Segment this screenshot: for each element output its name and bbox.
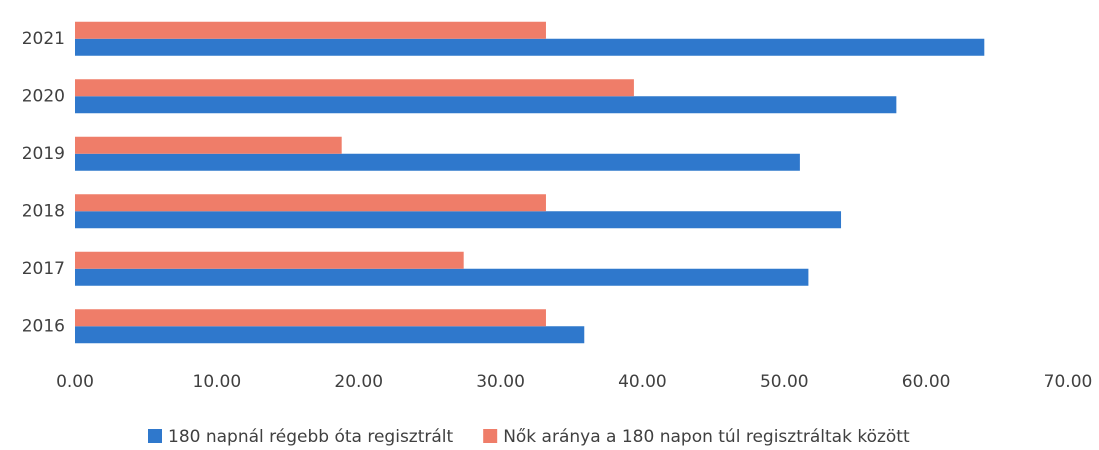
bar [75, 251, 464, 269]
legend-swatch [148, 429, 162, 443]
bar [75, 309, 546, 327]
x-tick-label: 40.00 [618, 372, 667, 392]
y-tick-label: 2020 [22, 86, 65, 106]
bar [75, 21, 546, 39]
legend-swatch [483, 429, 498, 443]
bar [75, 38, 985, 56]
x-tick-label: 60.00 [902, 372, 951, 392]
legend-label: Nők aránya a 180 napon túl regisztráltak… [503, 427, 910, 447]
bar [75, 211, 842, 229]
x-tick-label: 10.00 [193, 372, 242, 392]
x-tick-label: 0.00 [56, 372, 94, 392]
y-tick-label: 2018 [22, 201, 65, 221]
bar [75, 136, 342, 154]
x-tick-label: 30.00 [476, 372, 525, 392]
x-tick-label: 20.00 [334, 372, 383, 392]
x-tick-label: 50.00 [760, 372, 809, 392]
y-tick-label: 2017 [22, 259, 65, 279]
legend-label: 180 napnál régebb óta regisztrált [168, 427, 454, 447]
bar [75, 79, 634, 97]
y-tick-label: 2016 [22, 316, 65, 336]
bar [75, 96, 897, 114]
bar [75, 153, 800, 171]
bar [75, 268, 809, 286]
bar [75, 326, 585, 344]
y-tick-label: 2021 [22, 29, 65, 49]
bar [75, 194, 546, 212]
x-tick-label: 70.00 [1044, 372, 1093, 392]
y-tick-label: 2019 [22, 144, 65, 164]
